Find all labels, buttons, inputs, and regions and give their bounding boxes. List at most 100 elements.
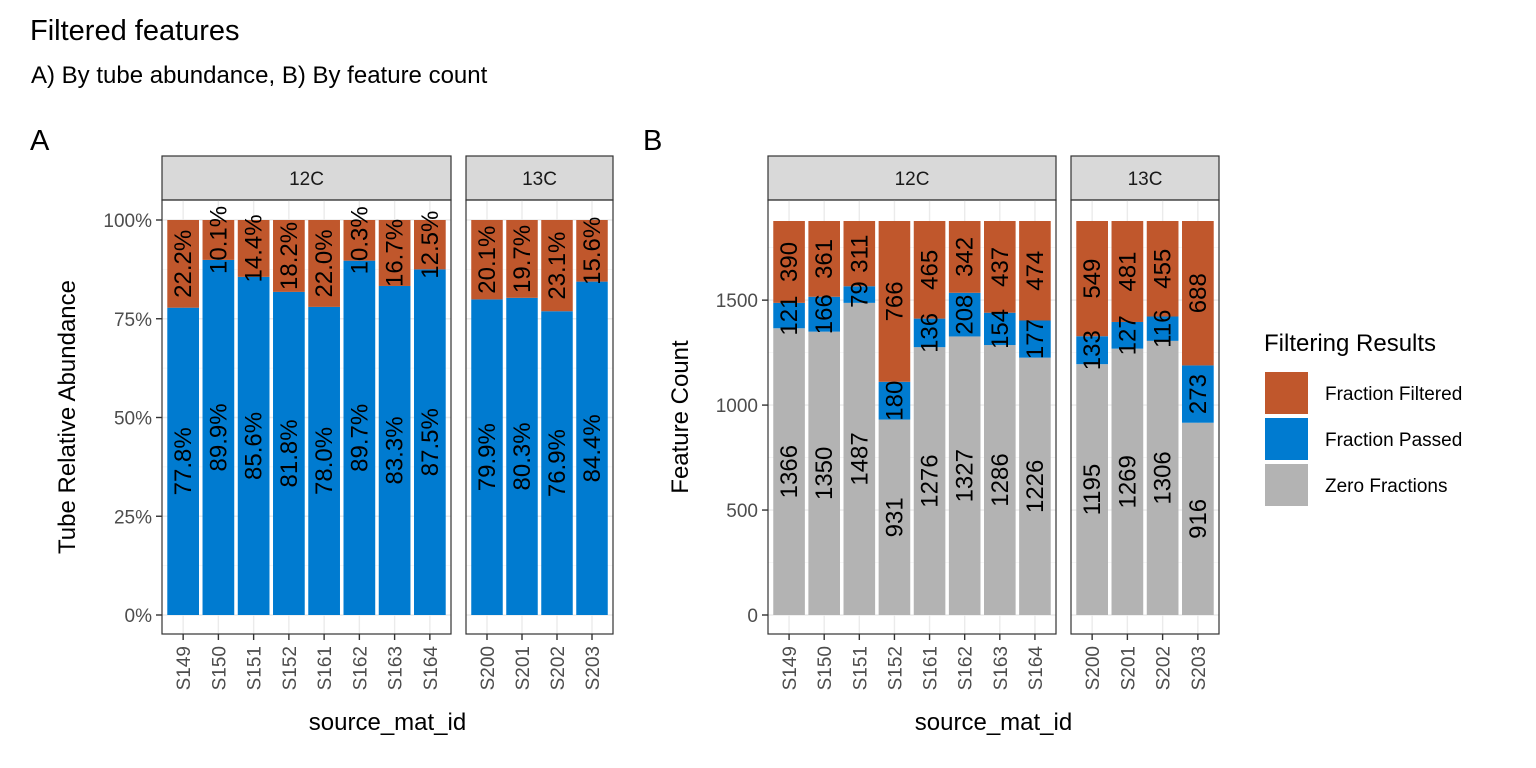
- bar-filtered-S149: [167, 220, 200, 308]
- legend-swatch-filtered: [1265, 372, 1308, 414]
- x-tick-label: S203: [583, 646, 604, 690]
- bar-zero-S151: [843, 302, 876, 615]
- y-tick-label: 1500: [716, 291, 758, 312]
- data-label-zero-S202: 1306: [1150, 451, 1177, 504]
- data-label-filtered-S149: 390: [776, 242, 803, 282]
- x-tick-label: S164: [1026, 646, 1047, 691]
- x-tick-label: S152: [885, 646, 906, 690]
- y-tick-label: 75%: [114, 310, 152, 331]
- data-label-passed-S162: 208: [952, 295, 979, 335]
- x-tick-label: S152: [280, 646, 301, 690]
- bar-passed-S201: [1111, 321, 1144, 349]
- data-label-passed-S164: 177: [1022, 319, 1049, 359]
- bar-filtered-S150: [808, 221, 840, 297]
- data-label-passed-S151: 79: [846, 281, 873, 308]
- bar-filtered-S200: [1076, 221, 1108, 337]
- y-tick-label: 25%: [114, 507, 152, 528]
- data-label-filtered-S203: 15.6%: [579, 217, 606, 285]
- facet-12C: 12C 1366 121 390 1350 166 361 1487 79 311 931 180 76…: [767, 155, 1057, 691]
- x-tick-label: S161: [315, 646, 336, 690]
- bar-filtered-S151: [237, 220, 270, 277]
- x-tick-label: S150: [209, 646, 230, 690]
- x-tick-label: S203: [1189, 646, 1210, 690]
- bars: [471, 220, 608, 615]
- facet-13C: 13C 1195 133 549 1269 127 481 1306 116 455 916 273 6…: [1070, 155, 1220, 690]
- bar-filtered-S164: [413, 220, 446, 270]
- x-tick-label: S164: [421, 646, 442, 691]
- data-label-passed-S149: 77.8%: [170, 427, 197, 495]
- data-label-passed-S201: 127: [1114, 315, 1141, 355]
- data-label-filtered-S164: 12.5%: [417, 211, 444, 279]
- panel-a: A 0% 25% 50% 75% 100% Tube Relative Abundance s…: [30, 125, 614, 736]
- bar-passed-S200: [471, 299, 503, 615]
- data-label-filtered-S163: 437: [987, 247, 1014, 287]
- x-tick-label: S149: [780, 646, 801, 690]
- x-tick-label: S161: [921, 646, 942, 690]
- y-axis-title: Tube Relative Abundance: [54, 280, 81, 554]
- data-label-filtered-S164: 474: [1022, 251, 1049, 291]
- data-label-zero-S162: 1327: [952, 449, 979, 502]
- bars: [773, 221, 1051, 615]
- panel-b: B 0 500 1000 1500 Feature Count source_mat_id 1…: [643, 125, 1220, 736]
- data-label-passed-S163: 154: [987, 309, 1014, 349]
- data-label-filtered-S151: 311: [846, 235, 873, 273]
- y-axis-title: Feature Count: [667, 340, 694, 494]
- x-tick-label: S200: [478, 646, 499, 690]
- data-label-zero-S151: 1487: [846, 432, 873, 485]
- bar-passed-S200: [1076, 336, 1108, 365]
- bar-filtered-S163: [378, 220, 411, 286]
- facet-strip: [465, 155, 614, 201]
- data-label-filtered-S161: 22.0%: [311, 229, 338, 297]
- figure-subtitle: A) By tube abundance, B) By feature coun…: [31, 62, 488, 89]
- data-label-passed-S161: 78.0%: [311, 427, 338, 495]
- data-label-filtered-S161: 465: [917, 250, 944, 290]
- data-label-zero-S152: 931: [881, 497, 908, 537]
- bar-passed-S164: [1019, 320, 1051, 358]
- bar-filtered-S149: [773, 221, 805, 303]
- bar-filtered-S200: [471, 220, 503, 300]
- bar-zero-S162: [948, 336, 981, 615]
- y-tick-label: 0: [747, 606, 758, 627]
- x-tick-label: S202: [548, 646, 569, 690]
- x-tick-label: S200: [1083, 646, 1104, 690]
- bar-filtered-S152: [878, 221, 911, 382]
- x-tick-label: S162: [956, 646, 977, 690]
- data-label-passed-S200: 79.9%: [474, 423, 501, 491]
- data-label-passed-S151: 85.6%: [241, 412, 268, 480]
- bar-filtered-S161: [308, 220, 340, 307]
- bar-passed-S202: [541, 311, 573, 615]
- data-label-passed-S161: 136: [917, 313, 944, 353]
- bar-zero-S203: [1182, 422, 1214, 615]
- data-label-filtered-S162: 10.3%: [346, 206, 373, 274]
- bar-filtered-S162: [948, 221, 981, 293]
- data-label-passed-S152: 81.8%: [276, 419, 303, 487]
- data-label-zero-S161: 1276: [917, 454, 944, 507]
- bar-passed-S162: [948, 292, 981, 337]
- x-tick-label: S151: [245, 646, 266, 690]
- bars: [1076, 221, 1214, 615]
- bar-zero-S202: [1146, 340, 1179, 615]
- facet-strip-label: 13C: [1128, 169, 1163, 190]
- y-tick-label: 1000: [716, 396, 758, 417]
- bar-zero-S200: [1076, 364, 1108, 615]
- facet-13C: 13C 79.9% 20.1% 80.3% 19.7% 76.9% 23.1% 84.4% 15…: [465, 155, 614, 690]
- bars: [167, 220, 446, 615]
- data-label-passed-S150: 166: [811, 294, 838, 334]
- x-tick-label: S163: [386, 646, 407, 690]
- data-label-passed-S202: 76.9%: [544, 429, 571, 497]
- x-tick-label: S163: [991, 646, 1012, 690]
- bar-zero-S152: [878, 419, 911, 615]
- bar-filtered-S164: [1019, 221, 1051, 321]
- bar-passed-S162: [343, 260, 376, 615]
- bar-passed-S152: [273, 291, 305, 615]
- data-label-zero-S200: 1195: [1079, 464, 1106, 516]
- legend-title: Filtering Results: [1264, 330, 1436, 357]
- data-label-filtered-S202: 455: [1150, 249, 1177, 289]
- bar-filtered-S161: [913, 221, 946, 319]
- data-label-passed-S152: 180: [881, 381, 908, 421]
- data-label-passed-S200: 133: [1079, 330, 1106, 370]
- data-label-filtered-S200: 20.1%: [474, 226, 501, 294]
- bar-passed-S150: [202, 259, 235, 615]
